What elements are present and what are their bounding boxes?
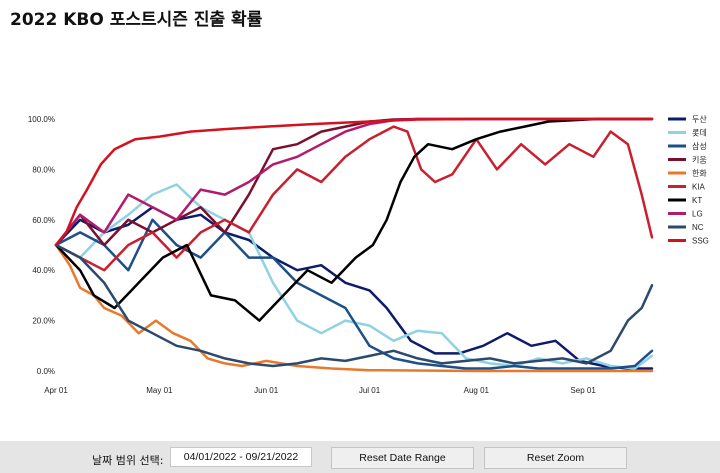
y-tick-label: 80.0% bbox=[32, 165, 55, 174]
series-lines bbox=[54, 117, 654, 373]
legend-label: 한화 bbox=[692, 169, 707, 178]
legend-label: 키움 bbox=[692, 156, 707, 165]
x-tick-label: Aug 01 bbox=[464, 386, 490, 395]
series-line bbox=[54, 205, 654, 370]
legend-label: 삼성 bbox=[692, 141, 707, 151]
series-line bbox=[54, 243, 654, 373]
date-range-input[interactable]: 04/01/2022 - 09/21/2022 bbox=[170, 447, 312, 467]
probability-chart[interactable]: 0.0% 20.0% 40.0% 60.0% 80.0% 100.0% Apr 01 May… bbox=[0, 0, 720, 440]
series-line bbox=[54, 218, 654, 370]
y-tick-label: 40.0% bbox=[32, 266, 55, 275]
x-tick-label: Jun 01 bbox=[254, 386, 279, 395]
legend-label: 두산 bbox=[692, 114, 707, 124]
date-range-label: 날짜 범위 선택: bbox=[92, 454, 164, 467]
series-line bbox=[54, 117, 654, 247]
y-tick-label: 20.0% bbox=[32, 317, 55, 326]
legend-label: KT bbox=[692, 196, 702, 205]
legend-label: LG bbox=[692, 210, 703, 219]
reset-zoom-button[interactable]: Reset Zoom bbox=[484, 447, 627, 469]
legend-label: 롯데 bbox=[692, 129, 707, 138]
x-tick-label: Apr 01 bbox=[44, 386, 68, 395]
series-line bbox=[54, 117, 654, 322]
series-line bbox=[54, 125, 654, 272]
page-title: 2022 KBO 포스트시즌 진출 확률 bbox=[10, 10, 263, 30]
x-tick-label: May 01 bbox=[146, 386, 173, 395]
controls-bar: 날짜 범위 선택: 04/01/2022 - 09/21/2022 Reset … bbox=[0, 441, 720, 473]
y-tick-label: 100.0% bbox=[28, 115, 55, 124]
y-tick-label: 0.0% bbox=[37, 367, 55, 376]
x-tick-label: Sep 01 bbox=[570, 386, 596, 395]
x-tick-label: Jul 01 bbox=[359, 386, 381, 395]
series-line bbox=[54, 243, 654, 368]
legend-label: KIA bbox=[692, 183, 706, 192]
legend-label: SSG bbox=[692, 237, 709, 246]
reset-date-range-button[interactable]: Reset Date Range bbox=[331, 447, 474, 469]
y-axis: 0.0% 20.0% 40.0% 60.0% 80.0% 100.0% bbox=[28, 115, 55, 376]
legend-label: NC bbox=[692, 223, 704, 232]
x-axis: Apr 01 May 01 Jun 01 Jul 01 Aug 01 Sep 01 bbox=[44, 386, 596, 395]
y-tick-label: 60.0% bbox=[32, 216, 55, 225]
series-line bbox=[54, 183, 654, 370]
